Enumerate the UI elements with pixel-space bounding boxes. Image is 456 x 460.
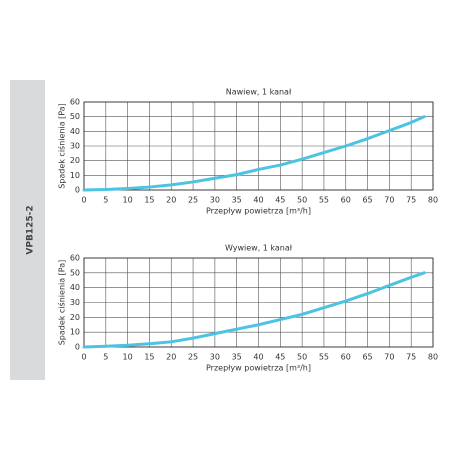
- y-tick-label: 40: [70, 283, 80, 292]
- y-axis-label: Spadek ciśnienia [Pa]: [57, 260, 67, 346]
- y-tick-label: 60: [70, 254, 80, 263]
- x-tick-label: 30: [210, 353, 220, 362]
- x-tick-label: 10: [123, 353, 133, 362]
- x-tick-label: 45: [275, 196, 285, 205]
- x-tick-label: 0: [81, 196, 86, 205]
- x-tick-label: 15: [144, 196, 154, 205]
- x-tick-label: 40: [253, 196, 263, 205]
- side-bar: [10, 80, 45, 380]
- x-tick-label: 30: [210, 196, 220, 205]
- x-tick-label: 80: [428, 196, 438, 205]
- x-tick-label: 35: [232, 353, 242, 362]
- x-tick-label: 70: [384, 196, 394, 205]
- y-tick-label: 40: [70, 127, 80, 136]
- x-tick-label: 5: [103, 353, 108, 362]
- x-tick-label: 25: [188, 353, 198, 362]
- x-tick-label: 20: [166, 353, 176, 362]
- x-tick-label: 25: [188, 196, 198, 205]
- plot-frame: [83, 257, 434, 348]
- y-tick-label: 30: [70, 298, 80, 307]
- x-tick-label: 45: [275, 353, 285, 362]
- x-tick-label: 55: [319, 353, 329, 362]
- x-axis-label: Przepływ powietrza [m³/h]: [206, 364, 311, 373]
- x-tick-label: 15: [144, 353, 154, 362]
- x-tick-label: 70: [384, 353, 394, 362]
- x-tick-label: 50: [297, 353, 307, 362]
- x-tick-label: 65: [362, 353, 372, 362]
- x-tick-label: 20: [166, 196, 176, 205]
- chart-title: Nawiew, 1 kanał: [226, 88, 292, 97]
- data-line: [82, 271, 426, 349]
- chart-title: Wywiew, 1 kanał: [225, 244, 293, 253]
- y-tick-label: 10: [70, 328, 80, 337]
- plot-frame: [83, 101, 434, 191]
- x-tick-label: 10: [123, 196, 133, 205]
- side-label: VPB125-2: [26, 205, 36, 254]
- data-line: [82, 115, 426, 192]
- x-tick-label: 75: [406, 353, 416, 362]
- y-tick-label: 0: [75, 343, 80, 352]
- x-tick-label: 75: [406, 196, 416, 205]
- x-tick-label: 40: [253, 353, 263, 362]
- y-tick-label: 20: [70, 156, 80, 165]
- x-tick-label: 5: [103, 196, 108, 205]
- y-tick-label: 20: [70, 313, 80, 322]
- y-tick-label: 0: [75, 186, 80, 195]
- y-axis-label: Spadek ciśnienia [Pa]: [57, 103, 67, 189]
- y-tick-label: 30: [70, 142, 80, 151]
- x-tick-label: 0: [81, 353, 86, 362]
- y-tick-label: 50: [70, 112, 80, 121]
- x-tick-label: 65: [362, 196, 372, 205]
- y-tick-label: 10: [70, 171, 80, 180]
- x-tick-label: 60: [341, 196, 351, 205]
- x-tick-label: 35: [232, 196, 242, 205]
- y-tick-label: 60: [70, 98, 80, 107]
- x-axis-label: Przepływ powietrza [m³/h]: [206, 207, 311, 216]
- y-tick-label: 50: [70, 268, 80, 277]
- x-tick-label: 55: [319, 196, 329, 205]
- x-tick-label: 80: [428, 353, 438, 362]
- x-tick-label: 50: [297, 196, 307, 205]
- x-tick-label: 60: [341, 353, 351, 362]
